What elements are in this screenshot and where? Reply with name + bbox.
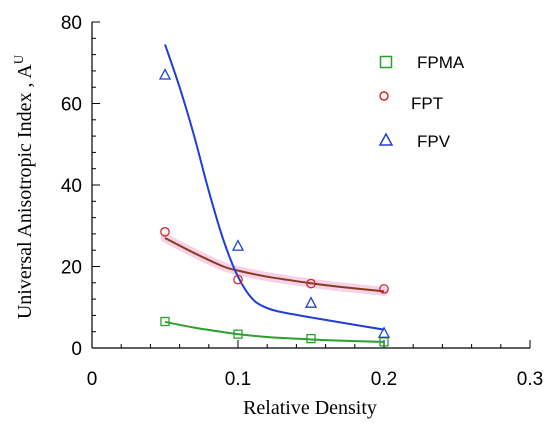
- x-axis-title: Relative Density: [243, 397, 377, 419]
- marker-fpma: [233, 329, 243, 339]
- marker-fpv: [231, 239, 245, 251]
- y-tick-label: 60: [61, 95, 82, 116]
- fit-lines: [160, 44, 389, 343]
- marker-fpma: [160, 316, 170, 327]
- y-tick-label: 0: [71, 339, 82, 360]
- marker-fpt: [233, 274, 243, 285]
- legend-label-fpv: FPV: [417, 132, 451, 151]
- x-tick-label: 0.1: [225, 369, 251, 390]
- axes: 0 20 40 60 80 0 0.1 0.2 0.3: [61, 13, 543, 390]
- marker-fpv: [377, 326, 391, 338]
- y-tick-label: 40: [61, 176, 82, 197]
- fit-line-fpt: [164, 237, 385, 293]
- y-tick-label: 80: [61, 13, 82, 34]
- y-axis-title-superscript: U: [11, 54, 26, 64]
- marker-fpt: [306, 278, 316, 289]
- y-axis-title-main: Universal Anisotropic Index , A: [14, 64, 36, 320]
- marker-fpv: [158, 68, 172, 80]
- marker-fpt: [160, 227, 170, 237]
- x-tick-label: 0.3: [517, 369, 543, 390]
- marker-fpma: [306, 333, 316, 344]
- data-markers: [158, 68, 391, 347]
- legend-label-fpma: FPMA: [417, 53, 465, 72]
- legend-symbol-fpma: [379, 55, 393, 69]
- y-axis-title: Universal Anisotropic Index , AU: [11, 54, 36, 319]
- y-tick-label: 20: [61, 258, 82, 279]
- marker-fpv: [304, 296, 318, 308]
- x-tick-label: 0.2: [371, 369, 397, 390]
- fit-line-fpma: [164, 320, 385, 343]
- legend: FPMA FPT FPV: [378, 53, 465, 151]
- fit-highlight-fpt: [160, 233, 389, 296]
- marker-fpt: [379, 284, 389, 294]
- fit-line-fpv: [164, 44, 385, 331]
- legend-symbol-fpt: [379, 91, 389, 101]
- legend-symbol-fpv: [378, 132, 394, 146]
- legend-label-fpt: FPT: [411, 94, 443, 113]
- x-tick-label: 0: [87, 369, 98, 390]
